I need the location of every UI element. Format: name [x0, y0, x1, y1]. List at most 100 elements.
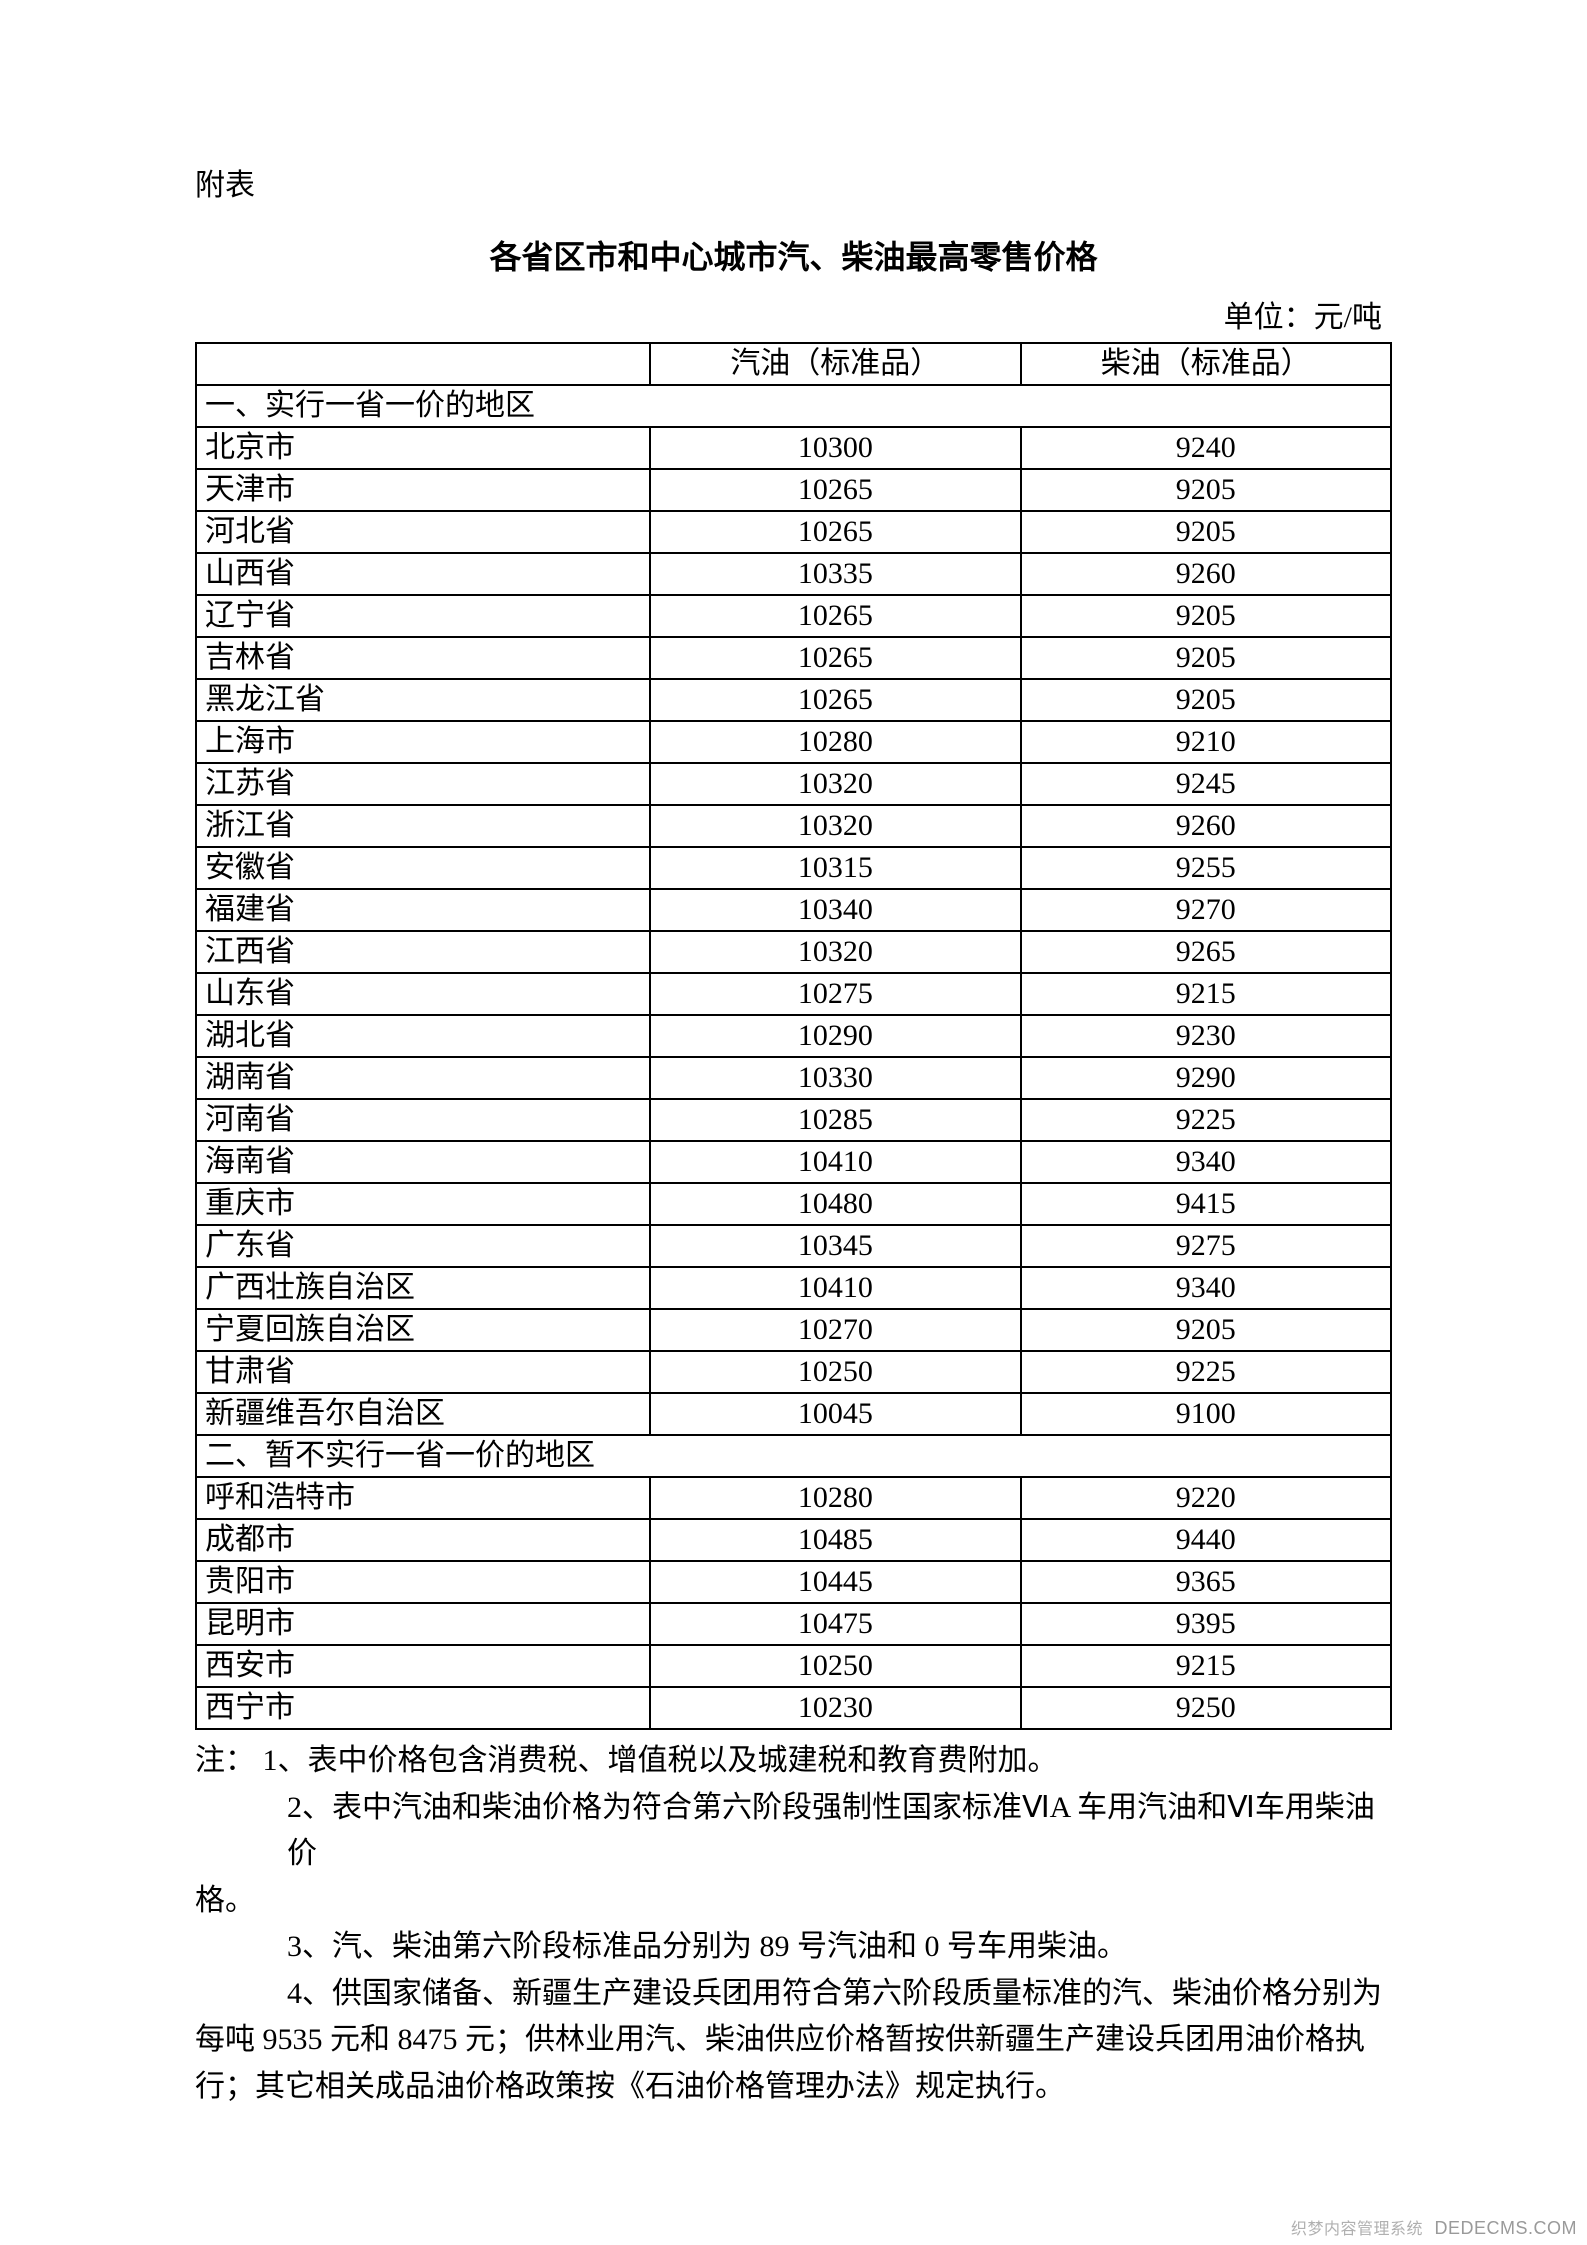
- cell-diesel: 9205: [1021, 511, 1391, 553]
- cell-diesel: 9270: [1021, 889, 1391, 931]
- table-row: 昆明市104759395: [196, 1603, 1391, 1645]
- cell-diesel: 9210: [1021, 721, 1391, 763]
- section-label: 一、实行一省一价的地区: [196, 385, 1391, 427]
- cell-diesel: 9220: [1021, 1477, 1391, 1519]
- cell-diesel: 9260: [1021, 805, 1391, 847]
- table-row: 西安市102509215: [196, 1645, 1391, 1687]
- cell-diesel: 9275: [1021, 1225, 1391, 1267]
- cell-region: 辽宁省: [196, 595, 650, 637]
- cell-diesel: 9340: [1021, 1141, 1391, 1183]
- cell-gasoline: 10280: [650, 721, 1020, 763]
- table-row: 广西壮族自治区104109340: [196, 1267, 1391, 1309]
- table-row: 山西省103359260: [196, 553, 1391, 595]
- table-row: 辽宁省102659205: [196, 595, 1391, 637]
- cell-region: 福建省: [196, 889, 650, 931]
- cell-gasoline: 10265: [650, 469, 1020, 511]
- table-row: 河北省102659205: [196, 511, 1391, 553]
- table-row: 宁夏回族自治区102709205: [196, 1309, 1391, 1351]
- cell-region: 天津市: [196, 469, 650, 511]
- cell-region: 甘肃省: [196, 1351, 650, 1393]
- cell-gasoline: 10320: [650, 931, 1020, 973]
- cell-region: 山西省: [196, 553, 650, 595]
- cell-region: 湖北省: [196, 1015, 650, 1057]
- cell-gasoline: 10290: [650, 1015, 1020, 1057]
- cell-gasoline: 10265: [650, 595, 1020, 637]
- cell-region: 海南省: [196, 1141, 650, 1183]
- table-row: 黑龙江省102659205: [196, 679, 1391, 721]
- cell-region: 昆明市: [196, 1603, 650, 1645]
- cell-region: 吉林省: [196, 637, 650, 679]
- note-line: 格。: [195, 1878, 1392, 1925]
- cell-diesel: 9205: [1021, 679, 1391, 721]
- cell-gasoline: 10410: [650, 1267, 1020, 1309]
- page-title: 各省区市和中心城市汽、柴油最高零售价格: [195, 232, 1392, 278]
- table-row: 福建省103409270: [196, 889, 1391, 931]
- cell-diesel: 9205: [1021, 637, 1391, 679]
- cell-diesel: 9440: [1021, 1519, 1391, 1561]
- cell-region: 呼和浩特市: [196, 1477, 650, 1519]
- cell-diesel: 9230: [1021, 1015, 1391, 1057]
- table-row: 广东省103459275: [196, 1225, 1391, 1267]
- cell-gasoline: 10270: [650, 1309, 1020, 1351]
- watermark-en: DEDECMS.COM: [1434, 2218, 1577, 2238]
- table-row: 甘肃省102509225: [196, 1351, 1391, 1393]
- cell-diesel: 9225: [1021, 1351, 1391, 1393]
- cell-region: 浙江省: [196, 805, 650, 847]
- cell-region: 成都市: [196, 1519, 650, 1561]
- section-label: 二、暂不实行一省一价的地区: [196, 1435, 1391, 1477]
- table-row: 江苏省103209245: [196, 763, 1391, 805]
- cell-diesel: 9395: [1021, 1603, 1391, 1645]
- table-row: 海南省104109340: [196, 1141, 1391, 1183]
- cell-gasoline: 10250: [650, 1351, 1020, 1393]
- cell-gasoline: 10045: [650, 1393, 1020, 1435]
- cell-region: 山东省: [196, 973, 650, 1015]
- col-header-diesel: 柴油（标准品）: [1021, 343, 1391, 385]
- cell-region: 广东省: [196, 1225, 650, 1267]
- cell-diesel: 9215: [1021, 973, 1391, 1015]
- cell-gasoline: 10230: [650, 1687, 1020, 1729]
- cell-diesel: 9215: [1021, 1645, 1391, 1687]
- table-row: 河南省102859225: [196, 1099, 1391, 1141]
- cell-gasoline: 10315: [650, 847, 1020, 889]
- cell-gasoline: 10445: [650, 1561, 1020, 1603]
- table-row: 贵阳市104459365: [196, 1561, 1391, 1603]
- attachment-label: 附表: [195, 160, 1392, 204]
- cell-diesel: 9340: [1021, 1267, 1391, 1309]
- table-row: 呼和浩特市102809220: [196, 1477, 1391, 1519]
- cell-diesel: 9245: [1021, 763, 1391, 805]
- cell-gasoline: 10285: [650, 1099, 1020, 1141]
- cell-region: 河南省: [196, 1099, 650, 1141]
- table-row: 山东省102759215: [196, 973, 1391, 1015]
- cell-gasoline: 10480: [650, 1183, 1020, 1225]
- note-line: 每吨 9535 元和 8475 元；供林业用汽、柴油供应价格暂按供新疆生产建设兵…: [195, 2017, 1392, 2064]
- price-table: 汽油（标准品） 柴油（标准品） 一、实行一省一价的地区北京市103009240天…: [195, 342, 1392, 1730]
- cell-region: 广西壮族自治区: [196, 1267, 650, 1309]
- note-line: 行；其它相关成品油价格政策按《石油价格管理办法》规定执行。: [195, 2064, 1392, 2111]
- table-section-row: 一、实行一省一价的地区: [196, 385, 1391, 427]
- cell-diesel: 9255: [1021, 847, 1391, 889]
- note-line: 4、供国家储备、新疆生产建设兵团用符合第六阶段质量标准的汽、柴油价格分别为: [195, 1971, 1392, 2018]
- cell-gasoline: 10280: [650, 1477, 1020, 1519]
- cell-diesel: 9365: [1021, 1561, 1391, 1603]
- table-row: 湖北省102909230: [196, 1015, 1391, 1057]
- col-header-gasoline: 汽油（标准品）: [650, 343, 1020, 385]
- cell-diesel: 9415: [1021, 1183, 1391, 1225]
- note-line: 注： 1、表中价格包含消费税、增值税以及城建税和教育费附加。: [195, 1738, 1392, 1785]
- cell-region: 重庆市: [196, 1183, 650, 1225]
- table-section-row: 二、暂不实行一省一价的地区: [196, 1435, 1391, 1477]
- table-row: 北京市103009240: [196, 427, 1391, 469]
- watermark: 织梦内容管理系统 DEDECMS.COM: [1291, 2215, 1577, 2239]
- cell-gasoline: 10340: [650, 889, 1020, 931]
- cell-diesel: 9225: [1021, 1099, 1391, 1141]
- unit-label: 单位：元/吨: [195, 292, 1392, 336]
- table-row: 吉林省102659205: [196, 637, 1391, 679]
- cell-gasoline: 10475: [650, 1603, 1020, 1645]
- table-row: 天津市102659205: [196, 469, 1391, 511]
- cell-gasoline: 10320: [650, 763, 1020, 805]
- cell-gasoline: 10300: [650, 427, 1020, 469]
- cell-region: 湖南省: [196, 1057, 650, 1099]
- table-row: 新疆维吾尔自治区100459100: [196, 1393, 1391, 1435]
- cell-gasoline: 10330: [650, 1057, 1020, 1099]
- cell-region: 江西省: [196, 931, 650, 973]
- cell-gasoline: 10250: [650, 1645, 1020, 1687]
